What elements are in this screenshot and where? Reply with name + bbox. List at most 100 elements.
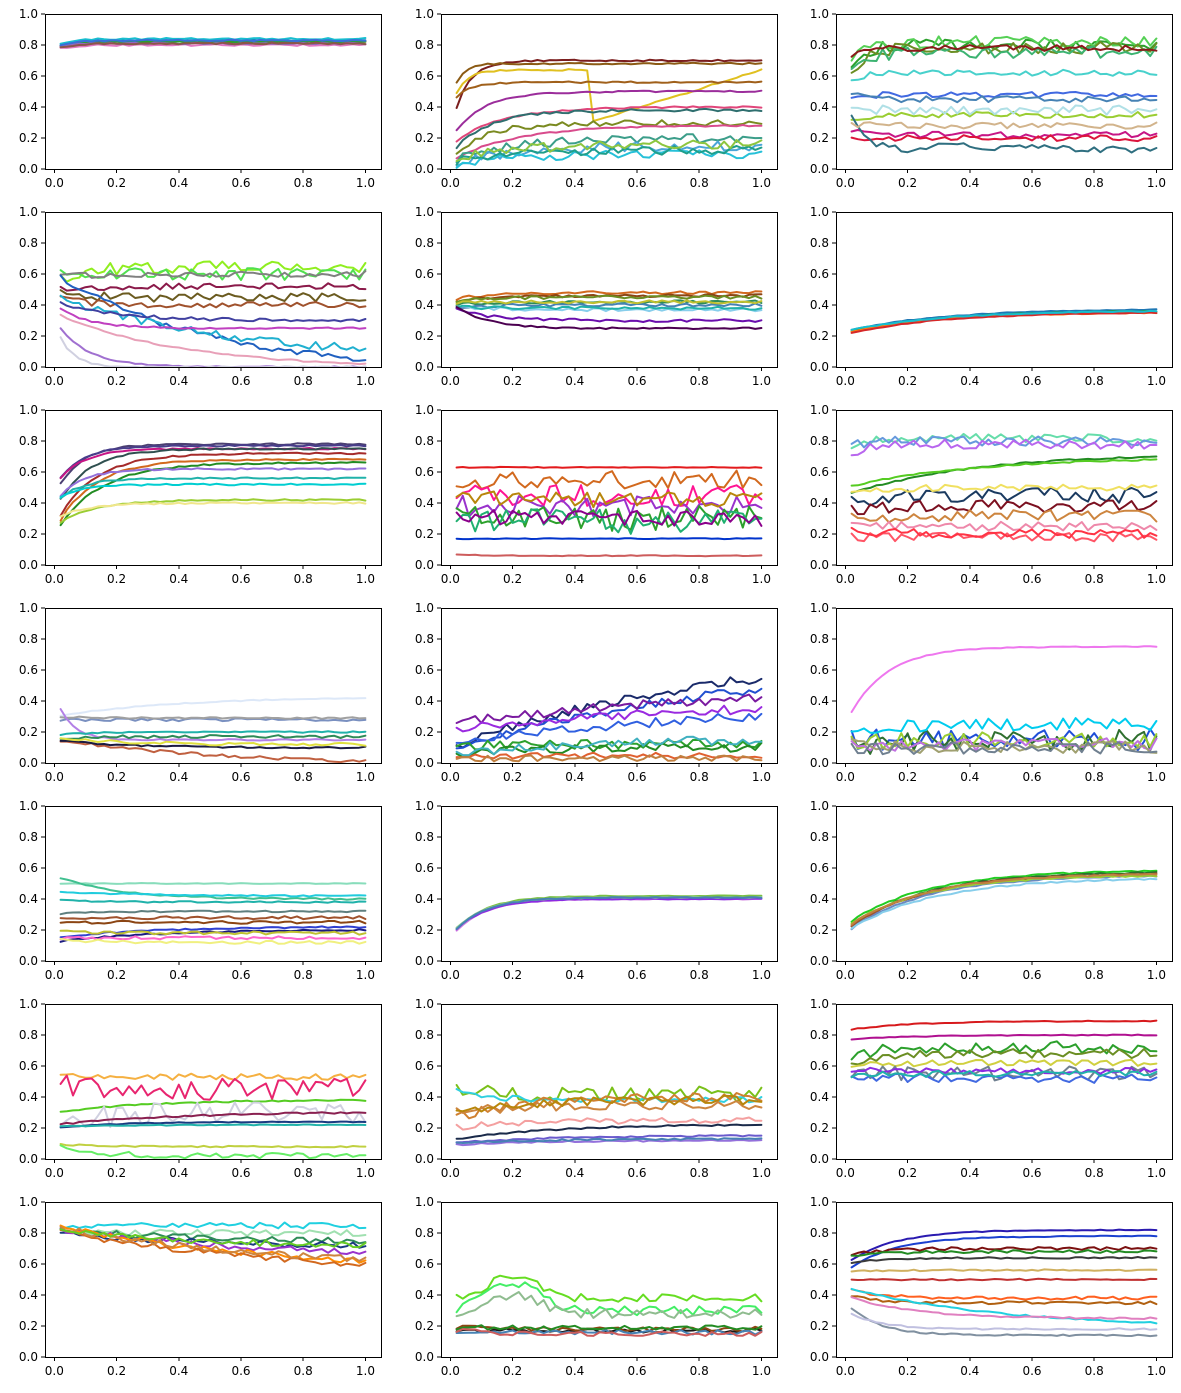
y-tick-label: 0.6 <box>810 1059 829 1073</box>
x-tick-label: 0.2 <box>898 374 917 388</box>
y-tick-label: 1.0 <box>810 205 829 219</box>
y-tick-label: 0.6 <box>19 861 38 875</box>
x-tick-label: 1.0 <box>1147 1166 1166 1180</box>
series-line <box>850 134 1158 143</box>
series-line <box>850 1307 1158 1338</box>
y-tick-label: 0.0 <box>810 1350 829 1364</box>
series-line <box>455 465 763 469</box>
series-line <box>455 553 763 558</box>
subplot-17: 0.0 0.2 0.4 0.6 0.8 1.0 0.0 0.2 0.4 0.6 0.8 1.0 <box>415 997 778 1180</box>
x-tick-label: 0.6 <box>627 1166 646 1180</box>
series-line <box>850 1277 1158 1282</box>
x-tick-label: 0.0 <box>45 968 64 982</box>
axes-frame <box>441 14 778 170</box>
series-line <box>850 737 1158 752</box>
series-line <box>59 1221 367 1230</box>
x-tick-label: 0.8 <box>1085 1166 1104 1180</box>
series-line <box>850 741 1158 756</box>
series-line <box>59 697 367 717</box>
x-tick-label: 0.8 <box>294 1364 313 1378</box>
y-tick-label: 1.0 <box>415 7 434 21</box>
x-tick-label: 0.6 <box>1022 572 1041 586</box>
y-tick-label: 0.4 <box>415 694 434 708</box>
x-tick-label: 0.6 <box>1022 1364 1041 1378</box>
y-tick-label: 0.8 <box>810 1028 829 1042</box>
y-tick-label: 0.0 <box>415 756 434 770</box>
y-tick-label: 0.6 <box>415 69 434 83</box>
y-tick-label: 0.6 <box>810 69 829 83</box>
series-line <box>850 877 1158 930</box>
axes-frame <box>45 1202 382 1358</box>
x-tick-label: 0.2 <box>503 1166 522 1180</box>
series-line <box>59 476 367 500</box>
y-tick-label: 0.6 <box>19 69 38 83</box>
series-line <box>59 1227 367 1237</box>
x-tick-label: 0.8 <box>1085 374 1104 388</box>
y-tick-label: 0.8 <box>415 1226 434 1240</box>
subplot-2: 0.0 0.2 0.4 0.6 0.8 1.0 0.0 0.2 0.4 0.6 0.8 1.0 <box>415 7 778 190</box>
series-line <box>850 309 1158 331</box>
x-tick-label: 1.0 <box>752 1166 771 1180</box>
series-line <box>59 898 367 904</box>
axes-frame <box>836 14 1173 170</box>
y-tick-label: 0.4 <box>415 892 434 906</box>
series-line <box>850 92 1158 104</box>
series-line <box>59 909 367 916</box>
series-line <box>850 1312 1158 1331</box>
y-tick-label: 1.0 <box>415 601 434 615</box>
series-line <box>850 438 1158 457</box>
x-tick-label: 0.2 <box>898 770 917 784</box>
series-line <box>455 693 763 724</box>
series-line <box>59 715 367 720</box>
axes-frame <box>441 1004 778 1160</box>
series-line <box>455 704 763 733</box>
y-tick-label: 0.6 <box>415 1257 434 1271</box>
series-line <box>59 38 367 47</box>
subplot-7: 0.0 0.2 0.4 0.6 0.8 1.0 0.0 0.2 0.4 0.6 0.8 1.0 <box>19 403 382 586</box>
x-tick-label: 0.2 <box>898 176 917 190</box>
series-line <box>59 451 367 517</box>
axes-frame <box>45 14 382 170</box>
y-tick-label: 0.6 <box>19 465 38 479</box>
y-tick-label: 0.0 <box>19 756 38 770</box>
series-line <box>850 645 1158 713</box>
y-tick-label: 0.0 <box>810 954 829 968</box>
series-line <box>850 717 1158 734</box>
x-tick-label: 0.2 <box>503 968 522 982</box>
x-tick-label: 0.4 <box>565 176 584 190</box>
y-tick-label: 1.0 <box>19 205 38 219</box>
y-tick-label: 1.0 <box>19 997 38 1011</box>
y-tick-label: 0.6 <box>810 663 829 677</box>
x-tick-label: 0.0 <box>836 770 855 784</box>
y-tick-label: 1.0 <box>415 1195 434 1209</box>
y-tick-label: 0.6 <box>810 861 829 875</box>
axes-frame <box>45 212 382 368</box>
series-line <box>59 260 367 283</box>
y-tick-label: 0.2 <box>19 131 38 145</box>
y-tick-label: 0.8 <box>19 1028 38 1042</box>
y-tick-label: 0.0 <box>415 558 434 572</box>
subplot-16: 0.0 0.2 0.4 0.6 0.8 1.0 0.0 0.2 0.4 0.6 0.8 1.0 <box>19 997 382 1180</box>
y-tick-label: 0.0 <box>810 1152 829 1166</box>
x-tick-label: 0.6 <box>1022 770 1041 784</box>
series-line <box>455 1116 763 1131</box>
series-line <box>850 455 1158 494</box>
series-line <box>455 139 763 162</box>
series-line <box>59 457 367 522</box>
x-tick-label: 0.0 <box>836 1364 855 1378</box>
y-tick-label: 0.0 <box>810 162 829 176</box>
series-line <box>59 1072 367 1081</box>
x-tick-label: 0.0 <box>836 374 855 388</box>
x-tick-label: 1.0 <box>356 572 375 586</box>
y-tick-label: 0.2 <box>810 1319 829 1333</box>
y-tick-label: 0.2 <box>19 1121 38 1135</box>
series-line <box>455 306 763 330</box>
series-line <box>455 61 763 84</box>
y-tick-label: 0.2 <box>19 527 38 541</box>
series-line <box>59 295 367 309</box>
x-tick-label: 0.0 <box>441 968 460 982</box>
x-tick-label: 1.0 <box>752 176 771 190</box>
x-tick-label: 0.6 <box>627 176 646 190</box>
series-line <box>59 282 367 292</box>
x-tick-label: 0.4 <box>565 374 584 388</box>
